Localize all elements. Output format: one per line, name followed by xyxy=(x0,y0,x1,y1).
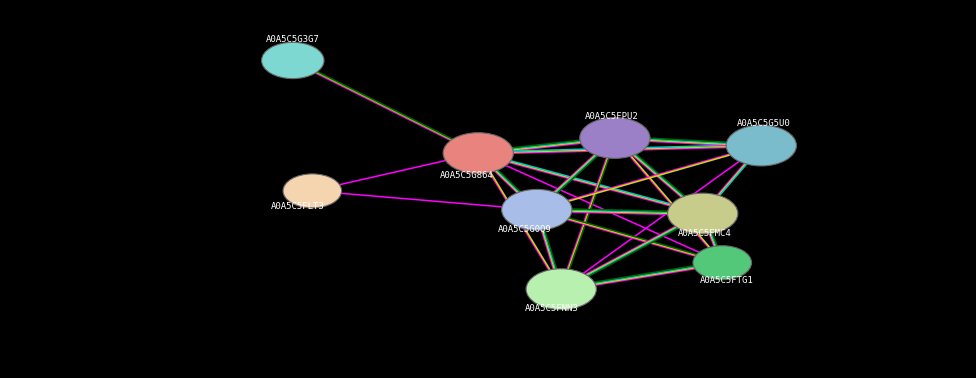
Ellipse shape xyxy=(262,42,324,79)
Text: A0A5C5FNN3: A0A5C5FNN3 xyxy=(524,304,579,313)
Text: A0A5C5FMC4: A0A5C5FMC4 xyxy=(677,229,732,238)
Ellipse shape xyxy=(526,269,596,310)
Text: A0A5C5FLT3: A0A5C5FLT3 xyxy=(270,202,325,211)
Text: A0A5C5FPU2: A0A5C5FPU2 xyxy=(585,112,639,121)
Text: A0A5C5G5U0: A0A5C5G5U0 xyxy=(736,119,791,129)
Ellipse shape xyxy=(443,133,513,174)
Ellipse shape xyxy=(283,174,342,208)
Ellipse shape xyxy=(693,246,752,280)
Ellipse shape xyxy=(502,189,572,230)
Text: A0A5C5G864: A0A5C5G864 xyxy=(439,171,494,180)
Ellipse shape xyxy=(580,118,650,158)
Text: A0A5C5G3G7: A0A5C5G3G7 xyxy=(265,35,320,44)
Text: A0A5C5G0Q9: A0A5C5G0Q9 xyxy=(498,225,552,234)
Text: A0A5C5FTG1: A0A5C5FTG1 xyxy=(700,276,754,285)
Ellipse shape xyxy=(726,125,796,166)
Ellipse shape xyxy=(668,193,738,234)
